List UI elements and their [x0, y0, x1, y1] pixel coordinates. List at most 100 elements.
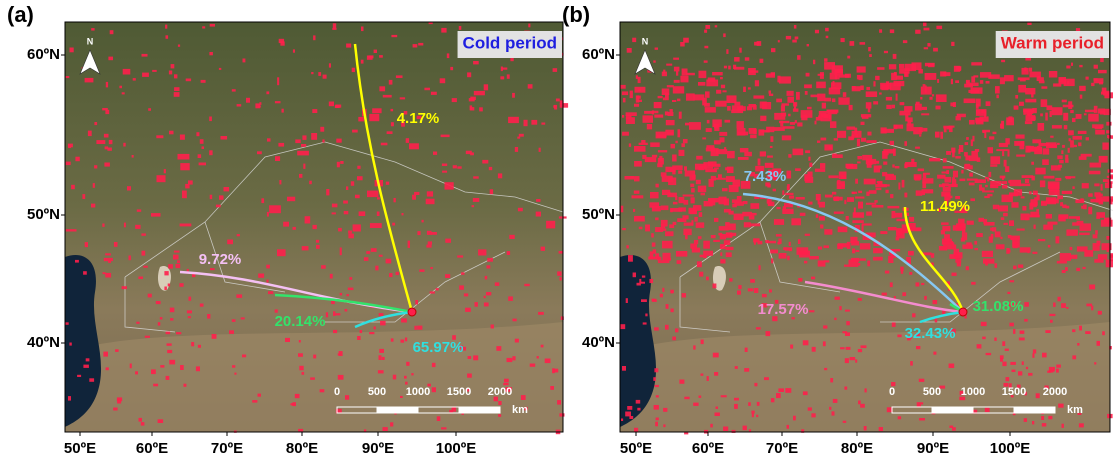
- fire-spot: [1026, 115, 1036, 121]
- scale-label: 500: [923, 386, 941, 398]
- fire-spot: [852, 249, 855, 254]
- fire-spot: [340, 293, 342, 296]
- fire-spot: [835, 69, 844, 75]
- fire-spot: [1023, 109, 1034, 113]
- fire-spot: [785, 193, 793, 195]
- fire-spot: [899, 111, 910, 116]
- fire-spot: [685, 232, 688, 239]
- fire-spot: [374, 50, 377, 53]
- fire-spot: [180, 224, 192, 227]
- fire-spot: [1043, 148, 1050, 154]
- fire-spot: [936, 106, 941, 110]
- fire-spot: [348, 234, 354, 239]
- fire-spot: [123, 143, 125, 147]
- fire-spot: [964, 165, 973, 169]
- fire-spot: [459, 285, 464, 289]
- fire-spot: [333, 23, 336, 28]
- fire-spot: [642, 276, 645, 278]
- fire-spot: [1083, 204, 1087, 209]
- fire-spot: [1045, 330, 1050, 333]
- fire-spot: [428, 241, 432, 244]
- fire-spot: [473, 61, 479, 64]
- fire-spot: [1081, 154, 1092, 157]
- fire-spot: [180, 163, 189, 170]
- fire-spot: [560, 277, 562, 281]
- fire-spot: [202, 26, 205, 28]
- fire-spot: [634, 216, 645, 222]
- fire-spot: [750, 279, 755, 283]
- fire-spot: [258, 105, 261, 107]
- fire-spot: [75, 157, 79, 162]
- fire-spot: [721, 85, 725, 89]
- fire-spot: [278, 143, 284, 147]
- fire-spot: [379, 313, 384, 316]
- fire-spot: [485, 276, 488, 280]
- fire-spot: [113, 408, 117, 411]
- fire-spot: [322, 139, 324, 142]
- fire-spot: [627, 48, 632, 53]
- fire-spot: [82, 194, 85, 199]
- fire-spot: [720, 77, 723, 79]
- fire-spot: [170, 308, 175, 313]
- fire-spot: [1026, 367, 1028, 369]
- fire-spot: [757, 41, 762, 46]
- fire-spot: [982, 337, 986, 340]
- fire-spot: [1029, 191, 1032, 194]
- fire-spot: [668, 112, 674, 116]
- fire-spot: [818, 247, 822, 250]
- fire-spot: [832, 192, 836, 195]
- fire-spot: [887, 206, 899, 209]
- fire-spot: [734, 404, 738, 409]
- fire-spot: [1101, 184, 1103, 191]
- fire-spot: [706, 145, 714, 148]
- fire-spot: [528, 24, 530, 28]
- fire-spot: [923, 174, 926, 179]
- fire-spot: [405, 382, 408, 385]
- fire-spot: [1072, 329, 1075, 332]
- fire-spot: [701, 340, 704, 345]
- fire-spot: [732, 105, 743, 110]
- fire-spot: [1066, 66, 1070, 69]
- fire-spot: [622, 115, 624, 118]
- fire-spot: [749, 429, 751, 431]
- fire-spot: [394, 198, 396, 202]
- fire-spot: [677, 218, 686, 222]
- fire-spot: [1001, 181, 1007, 184]
- fire-spot: [645, 314, 647, 317]
- fire-spot: [396, 272, 399, 275]
- fire-spot: [921, 113, 929, 115]
- fire-spot: [635, 87, 646, 93]
- lon-label: 100ºE: [990, 440, 1031, 457]
- fire-spot: [995, 263, 998, 268]
- fire-spot: [1100, 58, 1104, 63]
- fire-spot: [838, 227, 848, 233]
- fire-spot: [770, 250, 778, 254]
- fire-spot: [858, 349, 862, 352]
- fire-spot: [677, 260, 682, 264]
- fire-spot: [1031, 162, 1034, 165]
- fire-spot: [693, 345, 695, 349]
- fire-spot: [359, 211, 366, 216]
- fire-spot: [340, 161, 343, 164]
- fire-spot: [626, 245, 628, 248]
- fire-spot: [929, 158, 940, 161]
- fire-spot: [668, 192, 670, 196]
- fire-spot: [1044, 176, 1055, 179]
- fire-spot: [169, 71, 172, 75]
- fire-spot: [953, 171, 958, 178]
- fire-spot: [940, 71, 946, 76]
- fire-spot: [1045, 113, 1048, 121]
- fire-spot: [964, 99, 976, 104]
- fire-spot: [110, 30, 114, 34]
- fire-spot: [445, 182, 454, 189]
- fire-spot: [1064, 79, 1075, 86]
- fire-spot: [119, 86, 122, 89]
- fire-spot: [310, 377, 315, 379]
- fire-spot: [824, 229, 832, 235]
- fire-spot: [873, 248, 883, 253]
- fire-spot: [969, 173, 973, 177]
- fire-spot: [1019, 102, 1024, 106]
- fire-spot: [962, 228, 965, 232]
- fire-spot: [381, 143, 388, 146]
